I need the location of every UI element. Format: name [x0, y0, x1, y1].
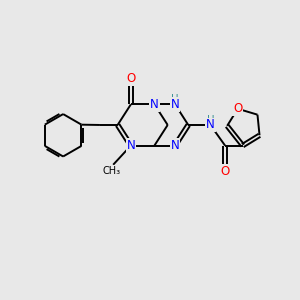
Text: O: O [220, 165, 230, 178]
Text: N: N [171, 98, 179, 111]
Text: H: H [171, 94, 179, 104]
Text: N: N [171, 139, 179, 152]
Text: O: O [126, 72, 136, 85]
Text: O: O [233, 102, 242, 115]
Text: N: N [206, 118, 215, 131]
Text: N: N [150, 98, 159, 111]
Text: H: H [207, 115, 214, 125]
Text: CH₃: CH₃ [103, 166, 121, 176]
Text: N: N [127, 139, 135, 152]
